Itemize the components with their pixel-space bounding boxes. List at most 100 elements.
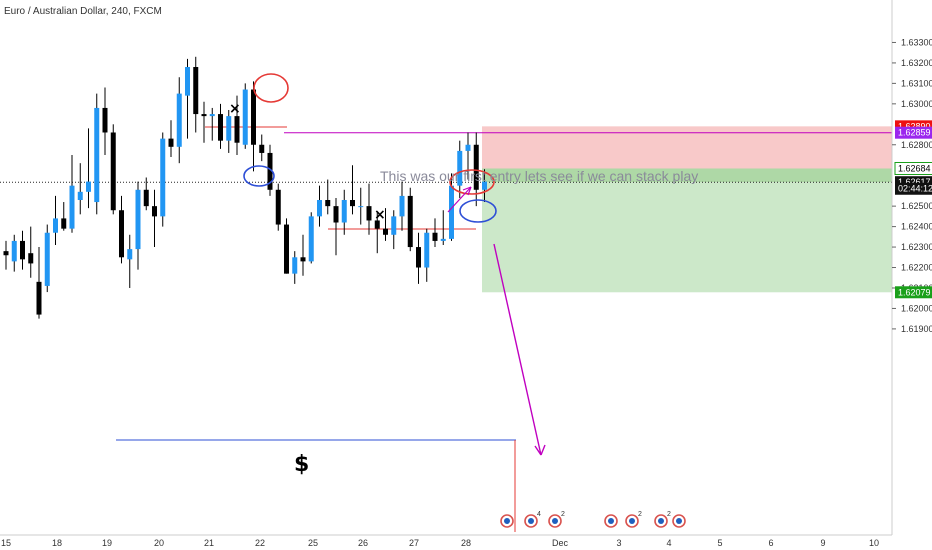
candle-body (127, 249, 133, 260)
candle (234, 95, 240, 155)
candle (160, 132, 166, 227)
y-tick-label: 1.62500 (901, 201, 932, 211)
x-tick-label: 25 (308, 538, 318, 548)
candle-body (28, 253, 34, 264)
candle (20, 230, 25, 270)
candle-body (201, 114, 207, 117)
candle-body (44, 232, 50, 286)
candle (168, 120, 174, 158)
x-tick-label: 27 (409, 538, 419, 548)
candle-body (176, 93, 182, 147)
candle-body (110, 132, 116, 211)
candle-body (374, 220, 380, 229)
candle (28, 226, 34, 278)
candle (44, 224, 50, 293)
arrow-line (493, 243, 542, 456)
candle-body (94, 107, 100, 203)
price-tag-box (895, 286, 932, 299)
candle (457, 140, 463, 198)
candle (267, 144, 273, 196)
candle (86, 128, 91, 209)
candle (374, 212, 380, 254)
candle-body (457, 150, 463, 186)
candle (69, 154, 75, 233)
candle-body (308, 216, 314, 262)
candle (350, 165, 355, 215)
arrow-head (462, 186, 472, 196)
x-tick-label: 21 (204, 538, 214, 548)
candle (135, 181, 141, 270)
candle (333, 197, 339, 256)
candle (308, 212, 314, 264)
arrow-head (534, 444, 546, 456)
candle (209, 107, 215, 141)
x-tick-label: Dec (552, 538, 569, 548)
entry-zone (482, 168, 892, 183)
candle-body (61, 218, 67, 229)
candle-body (440, 238, 446, 241)
candle (251, 81, 256, 172)
x-tick-label: 19 (102, 538, 112, 548)
event-badge: 4 (524, 511, 541, 528)
candle-body (341, 200, 347, 223)
candle (218, 103, 223, 149)
candle-body (473, 144, 479, 190)
candle (102, 87, 108, 155)
candle (193, 56, 199, 133)
candle (341, 189, 347, 235)
candle-body (242, 89, 248, 145)
drawing-annotations (243, 73, 546, 456)
candle (300, 234, 306, 276)
y-tick-label: 1.62800 (901, 140, 932, 150)
price-tag-box (895, 182, 932, 195)
candle (152, 189, 157, 248)
candle (110, 124, 116, 215)
candle (61, 202, 67, 231)
candle-body (482, 181, 487, 190)
candle-body (366, 206, 372, 221)
cross-mark: × (374, 207, 386, 223)
candle (94, 93, 100, 215)
position-zones (482, 126, 892, 293)
candle-body (119, 210, 124, 258)
x-tick-label: 3 (616, 538, 621, 548)
event-badge: 2 (548, 511, 565, 528)
x-tick-label: 10 (869, 538, 879, 548)
candle (383, 208, 388, 241)
event-badge (500, 514, 514, 528)
candle-body (300, 257, 306, 262)
event-badge-count: 2 (638, 511, 642, 518)
x-tick-label: 5 (717, 538, 722, 548)
event-badge: 2 (654, 511, 671, 528)
candle-body (102, 107, 108, 133)
y-tick-label: 1.63000 (901, 99, 932, 109)
candle-body (383, 228, 388, 235)
candle-body (317, 200, 322, 217)
time-axis: 15 18 19 20 21 22 25 26 27 28 Dec 3 4 5 6 9 10 (0, 534, 892, 548)
stop-loss-zone (482, 126, 892, 169)
dollar-label: $ (294, 452, 309, 477)
event-badge-core (629, 518, 635, 524)
y-tick-label: 1.62200 (901, 263, 932, 273)
candle-body (143, 189, 149, 207)
candle-body (251, 89, 256, 145)
candle-body (358, 206, 364, 208)
candle-body (135, 189, 141, 250)
candle-body (11, 240, 17, 262)
event-badge-core (528, 518, 534, 524)
candle (259, 134, 265, 162)
candle-body (333, 206, 339, 223)
arrow-line (447, 186, 472, 213)
price-tag: 1.62079 (895, 286, 932, 299)
candle (416, 232, 421, 284)
candle (482, 169, 487, 203)
candle-body (86, 181, 91, 192)
candle-body (3, 251, 9, 256)
candle (407, 187, 413, 252)
candle-body (226, 116, 232, 141)
price-tag-box (894, 161, 932, 175)
annotation-note: This was our first entry lets see if we … (380, 168, 698, 184)
candle (317, 185, 322, 227)
